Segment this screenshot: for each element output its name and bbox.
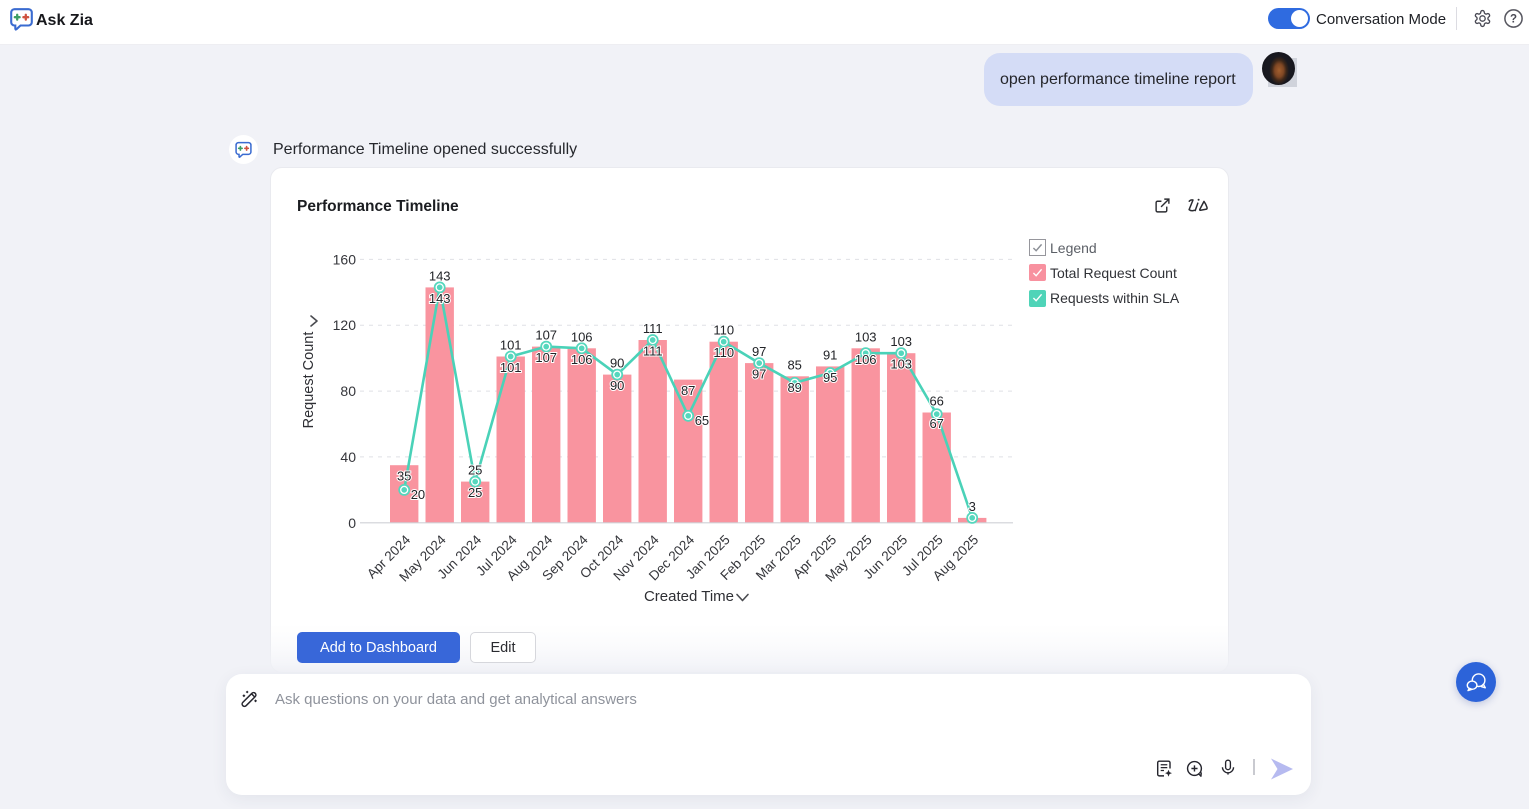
svg-text:85: 85	[787, 357, 801, 372]
svg-text:20: 20	[411, 487, 425, 502]
svg-text:25: 25	[468, 485, 482, 500]
svg-text:106: 106	[571, 352, 593, 367]
svg-text:90: 90	[610, 356, 624, 371]
svg-text:89: 89	[787, 380, 801, 395]
svg-text:110: 110	[713, 345, 734, 360]
svg-text:103: 103	[890, 334, 912, 349]
svg-text:160: 160	[333, 251, 357, 267]
svg-text:Created Time: Created Time	[644, 588, 734, 605]
svg-text:35: 35	[397, 469, 411, 484]
svg-text:111: 111	[643, 321, 663, 336]
svg-text:80: 80	[340, 383, 356, 399]
svg-text:103: 103	[890, 357, 912, 372]
svg-text:110: 110	[713, 323, 734, 338]
svg-text:95: 95	[823, 370, 837, 385]
svg-text:143: 143	[429, 268, 451, 283]
svg-text:107: 107	[535, 350, 557, 365]
svg-text:66: 66	[929, 394, 943, 409]
svg-text:97: 97	[752, 344, 766, 359]
svg-text:106: 106	[855, 352, 877, 367]
svg-text:143: 143	[429, 291, 451, 306]
svg-text:107: 107	[535, 328, 557, 343]
svg-text:111: 111	[643, 344, 663, 359]
svg-text:?: ?	[1510, 14, 1517, 26]
svg-text:87: 87	[681, 383, 695, 398]
svg-text:0: 0	[348, 515, 356, 531]
svg-text:90: 90	[610, 378, 624, 393]
svg-text:25: 25	[468, 463, 482, 478]
svg-text:Request Count: Request Count	[301, 332, 317, 429]
svg-text:106: 106	[571, 329, 593, 344]
svg-text:67: 67	[929, 416, 943, 431]
svg-text:91: 91	[823, 347, 837, 362]
svg-text:120: 120	[333, 317, 357, 333]
svg-text:101: 101	[500, 360, 522, 375]
svg-text:3: 3	[969, 499, 976, 514]
svg-text:103: 103	[855, 329, 877, 344]
svg-text:65: 65	[695, 413, 709, 428]
svg-text:97: 97	[752, 367, 766, 382]
svg-text:101: 101	[500, 338, 522, 353]
svg-text:40: 40	[340, 449, 356, 465]
